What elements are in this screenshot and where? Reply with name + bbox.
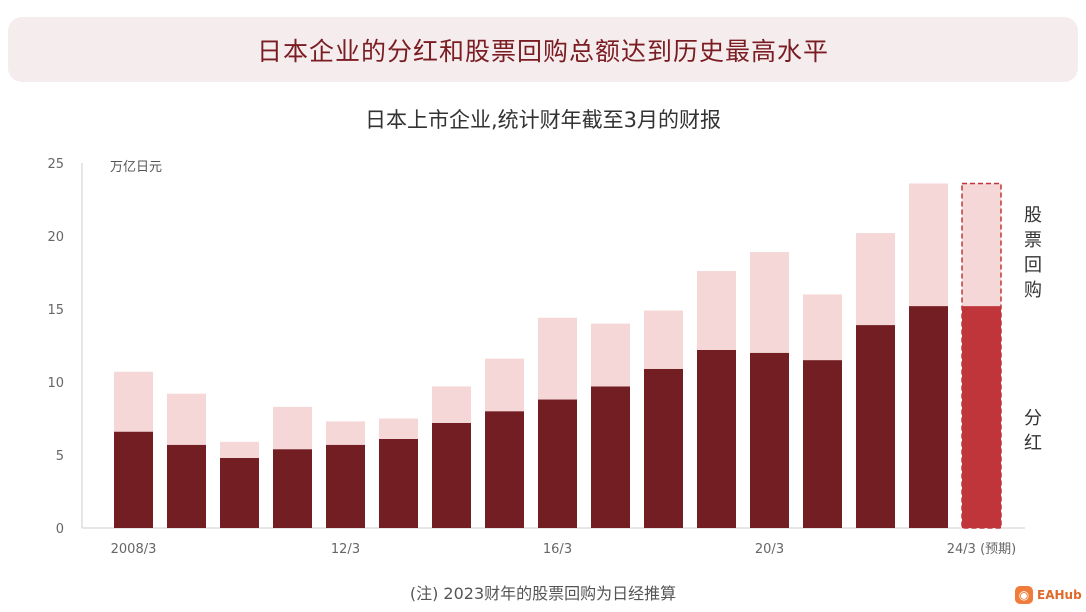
- bar-dividend: [167, 444, 206, 528]
- bar-buyback: [379, 418, 418, 439]
- bar-buyback: [167, 393, 206, 445]
- eahub-logo-icon: ◉: [1015, 586, 1033, 604]
- legend-dividend-label: 红: [1024, 433, 1042, 454]
- bar-dividend: [432, 422, 471, 528]
- bar-buyback: [962, 183, 1001, 307]
- bar-buyback: [750, 252, 789, 353]
- x-tick-label: 16/3: [543, 542, 572, 557]
- bar-buyback: [273, 406, 312, 450]
- legend-buyback-label: 回: [1024, 255, 1042, 276]
- footnote: (注) 2023财年的股票回购为日经推算: [409, 584, 677, 603]
- brand-name: EAHub: [1037, 588, 1082, 602]
- bar-dividend: [379, 438, 418, 528]
- y-tick-label: 10: [47, 376, 64, 391]
- bar-dividend: [909, 306, 948, 528]
- bar-dividend: [114, 431, 153, 528]
- bar-buyback: [644, 310, 683, 369]
- bar-buyback: [538, 317, 577, 400]
- bar-buyback: [485, 358, 524, 412]
- x-tick-label: 2008/3: [111, 542, 157, 557]
- y-tick-label: 5: [56, 449, 64, 464]
- bar-buyback: [856, 233, 895, 326]
- y-tick-label: 15: [47, 303, 64, 318]
- bar-buyback: [909, 183, 948, 307]
- bar-dividend: [750, 352, 789, 528]
- y-tick-label: 20: [47, 230, 64, 245]
- bar-dividend: [220, 457, 259, 528]
- bar-dividend: [644, 368, 683, 528]
- bar-buyback: [803, 294, 842, 361]
- bar-dividend: [856, 325, 895, 528]
- y-tick-label: 25: [47, 157, 64, 172]
- x-tick-label: 24/3 (预期): [947, 542, 1016, 557]
- bar-dividend: [485, 411, 524, 528]
- legend-buyback-label: 票: [1024, 230, 1042, 251]
- brand-watermark: ◉ EAHub: [1015, 586, 1082, 604]
- bar-dividend: [538, 399, 577, 528]
- title-banner: 日本企业的分红和股票回购总额达到历史最高水平: [8, 17, 1078, 82]
- bar-dividend: [273, 449, 312, 528]
- bar-buyback: [591, 323, 630, 387]
- legend-dividend-label: 分: [1024, 408, 1042, 429]
- x-tick-label: 20/3: [755, 542, 784, 557]
- legend-buyback-label: 购: [1024, 280, 1042, 301]
- legend-buyback-label: 股: [1024, 205, 1042, 226]
- chart-subtitle: 日本上市企业,统计财年截至3月的财报: [364, 108, 722, 132]
- x-tick-label: 12/3: [331, 542, 360, 557]
- bar-buyback: [220, 441, 259, 458]
- bar-dividend: [697, 349, 736, 528]
- bar-buyback: [432, 386, 471, 423]
- banner-title: 日本企业的分红和股票回购总额达到历史最高水平: [256, 36, 829, 66]
- y-tick-label: 0: [56, 522, 64, 537]
- y-unit-label: 万亿日元: [110, 160, 162, 175]
- bar-dividend: [962, 306, 1001, 528]
- bar-buyback: [697, 271, 736, 350]
- forecast-outline: [961, 182, 1002, 529]
- bar-buyback: [326, 421, 365, 445]
- bar-dividend: [591, 386, 630, 528]
- bar-dividend: [803, 360, 842, 528]
- bar-dividend: [326, 444, 365, 528]
- bar-buyback: [114, 371, 153, 432]
